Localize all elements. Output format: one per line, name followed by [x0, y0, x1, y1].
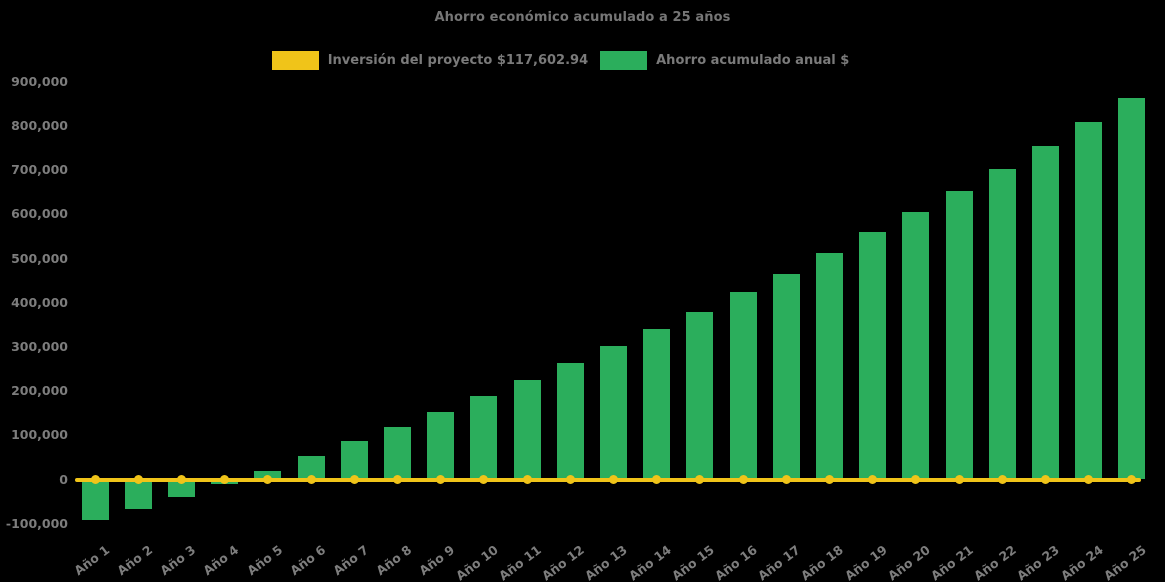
- x-axis-label: Año 13: [582, 542, 631, 582]
- x-axis-label: Año 4: [200, 542, 242, 579]
- bar-año-12: [556, 363, 584, 480]
- y-axis-tick-label: 800,000: [11, 117, 68, 133]
- line-marker: [263, 475, 273, 484]
- x-axis-label: Año 6: [286, 542, 329, 579]
- bar-año-16: [729, 292, 757, 480]
- y-axis-tick-label: 900,000: [11, 73, 68, 89]
- line-marker: [997, 475, 1007, 484]
- bar-año-13: [599, 345, 627, 480]
- bar-año-24: [1075, 122, 1103, 480]
- bar-año-8: [383, 426, 411, 480]
- bar-año-2: [124, 479, 152, 510]
- line-marker: [306, 475, 316, 484]
- x-axis-label: Año 20: [884, 542, 933, 582]
- line-marker: [522, 475, 532, 484]
- line-marker: [695, 475, 705, 484]
- x-axis-label: Año 22: [971, 542, 1020, 582]
- legend-swatch-inversion: [271, 51, 319, 70]
- x-axis-label: Año 10: [452, 542, 501, 582]
- bar-año-20: [902, 211, 930, 480]
- x-axis-label: Año 11: [495, 542, 545, 582]
- x-axis-label: Año 8: [373, 542, 415, 579]
- legend-item-ahorro: Ahorro acumulado anual $: [600, 51, 849, 70]
- bar-año-15: [686, 311, 714, 480]
- x-axis-label: Año 2: [114, 542, 156, 579]
- line-marker: [911, 475, 921, 484]
- line-marker: [90, 475, 100, 484]
- bar-año-19: [859, 231, 887, 480]
- line-marker: [176, 475, 186, 484]
- bar-año-9: [427, 412, 455, 480]
- line-marker: [1040, 475, 1050, 484]
- bar-año-11: [513, 380, 541, 480]
- x-axis-label: Año 21: [927, 542, 977, 582]
- x-axis-label: Año 17: [755, 542, 804, 582]
- legend-label-inversion: Inversión del proyecto $117,602.94: [327, 53, 589, 68]
- investment-line: [75, 477, 1141, 482]
- line-marker: [436, 475, 446, 484]
- line-marker: [349, 475, 359, 484]
- chart-title: Ahorro económico acumulado a 25 años: [434, 10, 731, 25]
- bar-año-21: [945, 190, 973, 480]
- y-axis-tick-label: 200,000: [11, 383, 68, 399]
- bar-año-10: [470, 395, 498, 480]
- bar-año-14: [643, 329, 671, 480]
- bar-año-18: [815, 252, 843, 480]
- x-axis-label: Año 24: [1057, 542, 1106, 582]
- line-marker: [868, 475, 878, 484]
- x-axis-label: Año 25: [1100, 542, 1149, 582]
- x-axis-label: Año 23: [1014, 542, 1063, 582]
- bar-año-25: [1118, 98, 1146, 480]
- line-marker: [220, 475, 230, 484]
- y-axis-tick-label: 600,000: [11, 206, 68, 222]
- y-axis-tick-label: 100,000: [11, 427, 68, 443]
- bar-año-1: [81, 479, 109, 521]
- line-marker: [781, 475, 791, 484]
- x-axis-label: Año 5: [243, 542, 285, 579]
- line-marker: [1084, 475, 1094, 484]
- line-marker: [133, 475, 143, 484]
- x-axis-label: Año 18: [798, 542, 847, 582]
- x-axis-label: Año 7: [330, 542, 372, 579]
- y-axis-tick-label: 0: [59, 471, 68, 487]
- line-marker: [1127, 475, 1137, 484]
- x-axis-label: Año 19: [841, 542, 890, 582]
- x-axis-label: Año 15: [668, 542, 717, 582]
- bar-año-17: [772, 274, 800, 480]
- x-axis-label: Año 16: [711, 542, 761, 582]
- legend-label-ahorro: Ahorro acumulado anual $: [656, 53, 850, 68]
- x-axis-label: Año 3: [157, 542, 199, 579]
- x-axis-label: Año 14: [625, 542, 674, 582]
- bar-año-22: [988, 169, 1016, 480]
- bar-año-3: [167, 479, 195, 498]
- x-axis-label: Año 1: [70, 542, 113, 579]
- line-marker: [652, 475, 662, 484]
- y-axis-tick-label: 400,000: [11, 294, 68, 310]
- line-marker: [479, 475, 489, 484]
- y-axis-tick-label: 500,000: [11, 250, 68, 266]
- y-axis-tick-label: -100,000: [5, 515, 68, 531]
- line-marker: [392, 475, 402, 484]
- x-axis-label: Año 12: [539, 542, 588, 582]
- line-marker: [824, 475, 834, 484]
- chart-legend: Inversión del proyecto $117,602.94 Ahorr…: [0, 51, 1143, 70]
- line-marker: [608, 475, 618, 484]
- bar-año-7: [340, 441, 368, 480]
- x-axis-label: Año 9: [416, 542, 458, 579]
- bar-año-6: [297, 456, 325, 480]
- line-marker: [738, 475, 748, 484]
- y-axis-tick-label: 300,000: [11, 338, 68, 354]
- legend-item-inversion: Inversión del proyecto $117,602.94: [271, 51, 589, 70]
- line-marker: [954, 475, 964, 484]
- bar-año-23: [1031, 145, 1059, 480]
- legend-swatch-ahorro: [600, 51, 648, 70]
- y-axis-tick-label: 700,000: [11, 162, 68, 178]
- line-marker: [565, 475, 575, 484]
